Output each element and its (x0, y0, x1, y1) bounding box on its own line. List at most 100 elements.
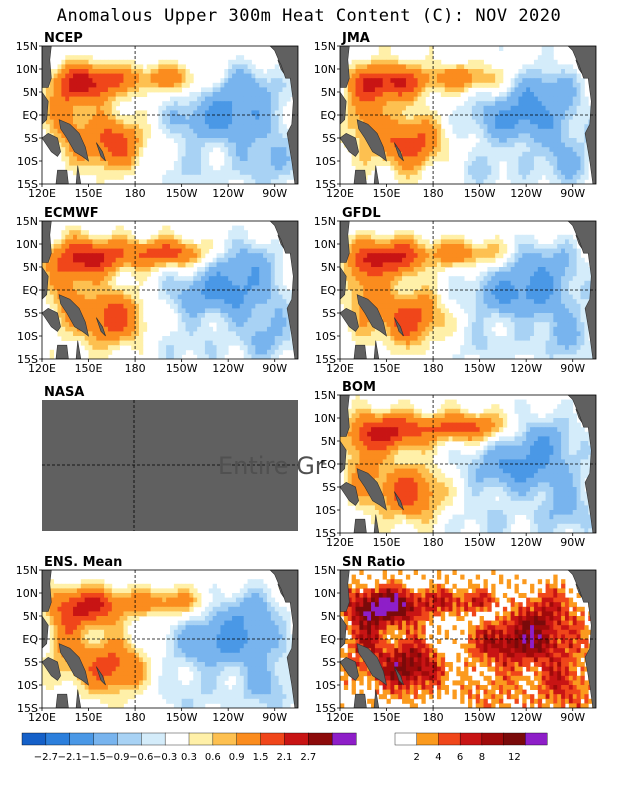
heatmap-cell (402, 161, 407, 166)
heatmap-cell (541, 73, 546, 79)
heatmap-cell (405, 161, 411, 166)
heatmap-cell (452, 110, 457, 116)
heatmap-cell (533, 73, 539, 79)
heatmap-cell (572, 96, 578, 102)
heatmap-cell (84, 161, 89, 166)
heatmap-cell (84, 110, 89, 116)
heatmap-cell (232, 336, 237, 341)
heatmap-cell (127, 239, 132, 245)
heatmap-cell (142, 128, 148, 134)
heatmap-cell (460, 248, 465, 254)
heatmap-cell (104, 271, 109, 277)
heatmap-cell (228, 299, 233, 305)
heatmap-cell (193, 179, 198, 184)
heatmap-cell (557, 147, 562, 153)
heatmap-cell (104, 253, 109, 259)
heatmap-cell (533, 170, 539, 176)
heatmap-cell (158, 290, 163, 295)
heatmap-cell (526, 101, 531, 107)
heatmap-cell (402, 119, 407, 125)
heatmap-cell (247, 349, 252, 355)
heatmap-cell (239, 331, 245, 337)
heatmap-cell (561, 110, 566, 116)
heatmap-cell (84, 78, 89, 84)
heatmap-cell (119, 262, 124, 268)
heatmap-cell (510, 138, 515, 143)
heatmap-cell (533, 78, 539, 84)
heatmap-cell (127, 82, 132, 88)
heatmap-cell (123, 253, 128, 259)
heatmap-cell (347, 101, 353, 107)
heatmap-cell (452, 253, 457, 259)
heatmap-cell (530, 257, 535, 263)
heatmap-cell (212, 174, 217, 180)
heatmap-cell (247, 299, 252, 305)
heatmap-cell (402, 244, 407, 249)
heatmap-cell (115, 92, 120, 97)
heatmap-cell (526, 161, 531, 166)
heatmap-cell (57, 290, 62, 295)
heatmap-cell (483, 78, 488, 84)
heatmap-cell (173, 179, 179, 184)
heatmap-cell (371, 244, 376, 249)
heatmap-cell (61, 280, 66, 286)
heatmap-cell (464, 64, 469, 70)
heatmap-cell (448, 69, 453, 74)
heatmap-cell (173, 336, 179, 341)
heatmap-cell (405, 174, 411, 180)
heatmap-cell (119, 336, 124, 341)
heatmap-cell (499, 151, 504, 157)
heatmap-cell (495, 267, 500, 272)
heatmap-cell (104, 133, 109, 139)
heatmap-cell (367, 234, 372, 240)
heatmap-cell (355, 257, 360, 263)
heatmap-cell (185, 128, 190, 134)
heatmap-cell (479, 253, 484, 259)
heatmap-cell (456, 78, 461, 84)
heatmap-cell (394, 248, 399, 254)
heatmap-cell (107, 253, 113, 259)
heatmap-cell (266, 82, 272, 88)
heatmap-cell (545, 165, 550, 171)
heatmap-cell (220, 345, 225, 351)
heatmap-cell (259, 128, 264, 134)
heatmap-cell (417, 142, 422, 148)
heatmap-cell (208, 128, 214, 134)
heatmap-cell (374, 267, 380, 272)
heatmap-cell (127, 285, 132, 291)
heatmap-cell (61, 101, 66, 107)
heatmap-cell (460, 128, 465, 134)
heatmap-cell (278, 303, 283, 309)
heatmap-cell (417, 64, 422, 70)
heatmap-cell (545, 262, 550, 268)
heatmap-cell (142, 124, 148, 130)
heatmap-cell (440, 156, 446, 162)
heatmap-cell (170, 64, 175, 70)
heatmap-cell (224, 336, 229, 341)
heatmap-cell (286, 336, 291, 341)
heatmap-cell (266, 248, 272, 254)
heatmap-cell (224, 156, 229, 162)
heatmap-cell (243, 317, 248, 323)
heatmap-cell (111, 105, 117, 111)
heatmap-cell (359, 142, 364, 148)
heatmap-cell (53, 133, 58, 139)
heatmap-cell (425, 87, 430, 93)
heatmap-cell (537, 253, 543, 259)
heatmap-cell (220, 322, 225, 328)
heatmap-cell (533, 92, 539, 97)
heatmap-cell (119, 78, 124, 84)
heatmap-cell (185, 101, 190, 107)
heatmap-cell (499, 133, 504, 139)
heatmap-cell (468, 239, 473, 245)
heatmap-cell (119, 161, 124, 166)
heatmap-cell (526, 239, 531, 245)
heatmap-cell (402, 257, 407, 263)
heatmap-cell (216, 299, 221, 305)
heatmap-cell (138, 313, 144, 318)
heatmap-cell (371, 69, 376, 74)
heatmap-cell (576, 257, 581, 263)
x-tick-label: 180 (125, 362, 146, 375)
heatmap-cell (502, 128, 508, 134)
heatmap-cell (382, 82, 387, 88)
